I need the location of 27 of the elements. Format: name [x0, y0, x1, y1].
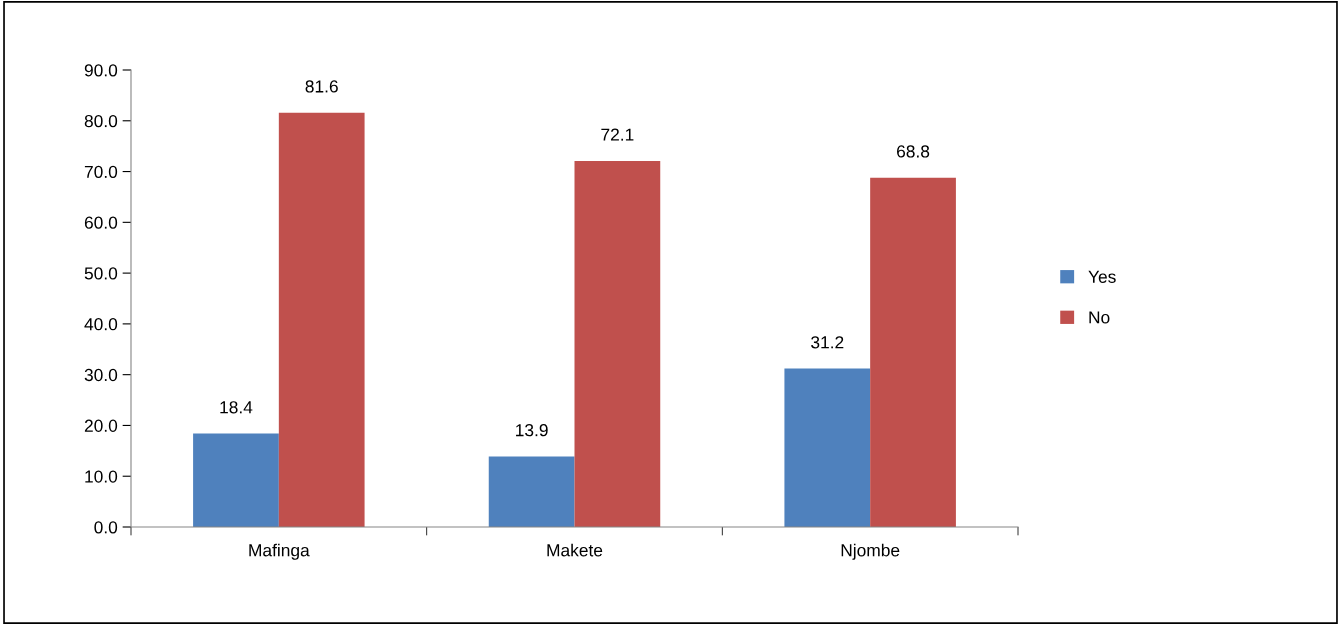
- bar: [574, 160, 661, 527]
- y-tick-label: 20.0: [84, 419, 118, 432]
- data-label: 68.8: [897, 145, 930, 158]
- bar: [193, 433, 279, 527]
- data-label: 18.4: [220, 401, 253, 414]
- y-tick-label: 10.0: [85, 470, 118, 483]
- x-tick-label: Mafinga: [249, 543, 310, 560]
- y-tick-label: 0.0: [94, 521, 118, 534]
- bar: [870, 177, 956, 527]
- bar: [784, 368, 871, 527]
- y-tick-label: 40.0: [84, 318, 118, 331]
- data-label: 13.9: [516, 424, 548, 437]
- y-tick-label: 50.0: [84, 267, 118, 280]
- y-tick-label: 90.0: [84, 64, 118, 77]
- y-tick-label: 30.0: [84, 368, 118, 382]
- y-tick-label: 60.0: [84, 216, 118, 229]
- legend-label: No: [1089, 311, 1110, 324]
- data-label: 72.1: [601, 128, 634, 141]
- data-label: 31.2: [811, 336, 844, 349]
- bar: [488, 456, 575, 527]
- data-label: 81.6: [305, 80, 338, 93]
- bar: [278, 112, 365, 527]
- x-tick-label: Makete: [547, 543, 603, 557]
- y-tick-label: 80.0: [84, 114, 118, 128]
- y-tick-label: 70.0: [84, 165, 118, 179]
- x-tick-label: Njombe: [841, 543, 900, 560]
- legend-label: Yes: [1088, 270, 1116, 283]
